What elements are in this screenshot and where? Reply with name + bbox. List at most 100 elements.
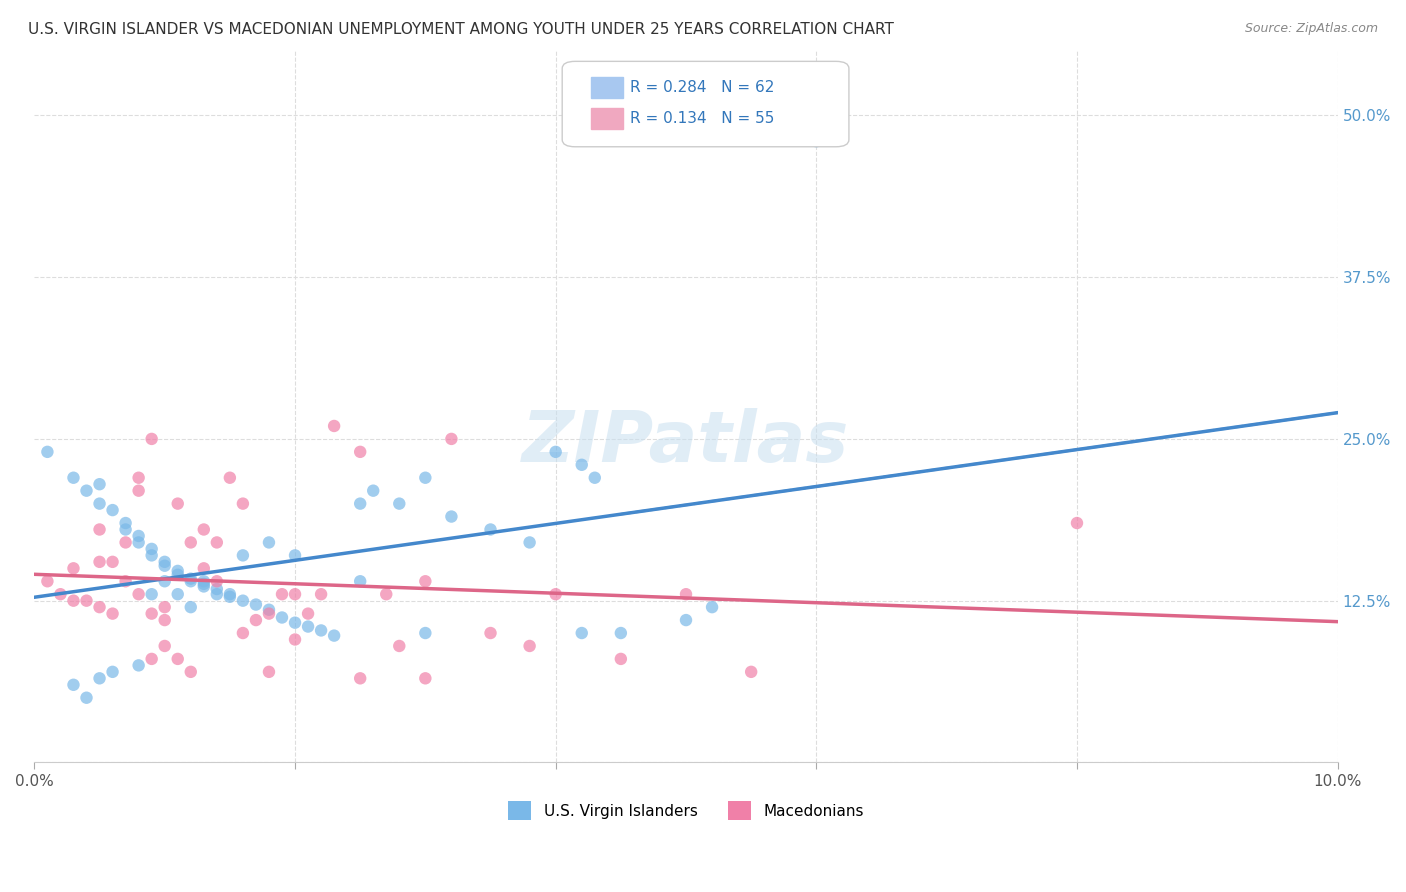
Point: [610, 626, 633, 640]
Point: [62, 593, 84, 607]
Point: [153, 639, 176, 653]
Point: [440, 432, 463, 446]
Point: [37, 574, 59, 589]
Point: [49, 587, 72, 601]
Point: [571, 626, 593, 640]
Point: [675, 587, 697, 601]
Point: [218, 590, 240, 604]
Point: [153, 555, 176, 569]
Point: [323, 629, 346, 643]
Point: [257, 535, 280, 549]
Point: [571, 458, 593, 472]
Point: [101, 503, 124, 517]
Point: [415, 626, 437, 640]
Point: [114, 574, 136, 589]
Point: [479, 523, 502, 537]
Point: [349, 671, 371, 685]
Point: [180, 572, 202, 586]
Point: [257, 603, 280, 617]
Point: [375, 587, 398, 601]
Point: [166, 564, 188, 578]
Point: [101, 555, 124, 569]
Point: [519, 535, 541, 549]
Point: [166, 587, 188, 601]
Point: [128, 587, 150, 601]
Point: [544, 445, 567, 459]
Point: [114, 516, 136, 530]
Text: R = 0.134   N = 55: R = 0.134 N = 55: [630, 111, 775, 126]
Point: [218, 471, 240, 485]
Point: [205, 587, 228, 601]
Point: [479, 626, 502, 640]
Point: [128, 529, 150, 543]
Point: [89, 600, 111, 615]
Point: [76, 593, 98, 607]
Point: [257, 607, 280, 621]
Point: [153, 574, 176, 589]
Point: [76, 483, 98, 498]
Point: [1066, 516, 1088, 530]
Point: [415, 471, 437, 485]
Point: [610, 652, 633, 666]
Point: [323, 419, 346, 434]
Point: [141, 652, 163, 666]
Point: [128, 658, 150, 673]
Point: [205, 582, 228, 596]
Point: [806, 134, 828, 148]
Point: [309, 624, 332, 638]
Point: [519, 639, 541, 653]
Point: [141, 549, 163, 563]
Text: Source: ZipAtlas.com: Source: ZipAtlas.com: [1244, 22, 1378, 36]
Point: [218, 587, 240, 601]
Point: [141, 432, 163, 446]
Point: [193, 523, 215, 537]
Point: [284, 549, 307, 563]
Point: [415, 574, 437, 589]
Point: [76, 690, 98, 705]
FancyBboxPatch shape: [562, 62, 849, 147]
Point: [740, 665, 762, 679]
Point: [141, 541, 163, 556]
Point: [440, 509, 463, 524]
Point: [349, 497, 371, 511]
Point: [101, 607, 124, 621]
Point: [89, 477, 111, 491]
Point: [700, 600, 723, 615]
Point: [245, 613, 267, 627]
Point: [583, 471, 606, 485]
Point: [153, 613, 176, 627]
Point: [257, 665, 280, 679]
Point: [349, 445, 371, 459]
Point: [166, 652, 188, 666]
Point: [89, 523, 111, 537]
Point: [89, 497, 111, 511]
Point: [166, 497, 188, 511]
Text: ZIPatlas: ZIPatlas: [522, 408, 849, 476]
Point: [180, 574, 202, 589]
Point: [180, 535, 202, 549]
Bar: [591, 77, 623, 98]
Point: [297, 607, 319, 621]
Point: [388, 639, 411, 653]
Point: [245, 598, 267, 612]
Point: [232, 497, 254, 511]
Point: [114, 523, 136, 537]
Legend: U.S. Virgin Islanders, Macedonians: U.S. Virgin Islanders, Macedonians: [502, 795, 870, 826]
Point: [232, 626, 254, 640]
Point: [284, 587, 307, 601]
Text: U.S. VIRGIN ISLANDER VS MACEDONIAN UNEMPLOYMENT AMONG YOUTH UNDER 25 YEARS CORRE: U.S. VIRGIN ISLANDER VS MACEDONIAN UNEMP…: [28, 22, 894, 37]
Point: [128, 471, 150, 485]
Point: [128, 535, 150, 549]
Point: [193, 577, 215, 591]
Point: [180, 665, 202, 679]
Point: [232, 593, 254, 607]
Point: [205, 574, 228, 589]
Point: [153, 558, 176, 573]
Point: [89, 555, 111, 569]
Point: [349, 574, 371, 589]
Point: [114, 535, 136, 549]
Point: [361, 483, 384, 498]
Point: [415, 671, 437, 685]
Point: [37, 445, 59, 459]
Point: [101, 665, 124, 679]
